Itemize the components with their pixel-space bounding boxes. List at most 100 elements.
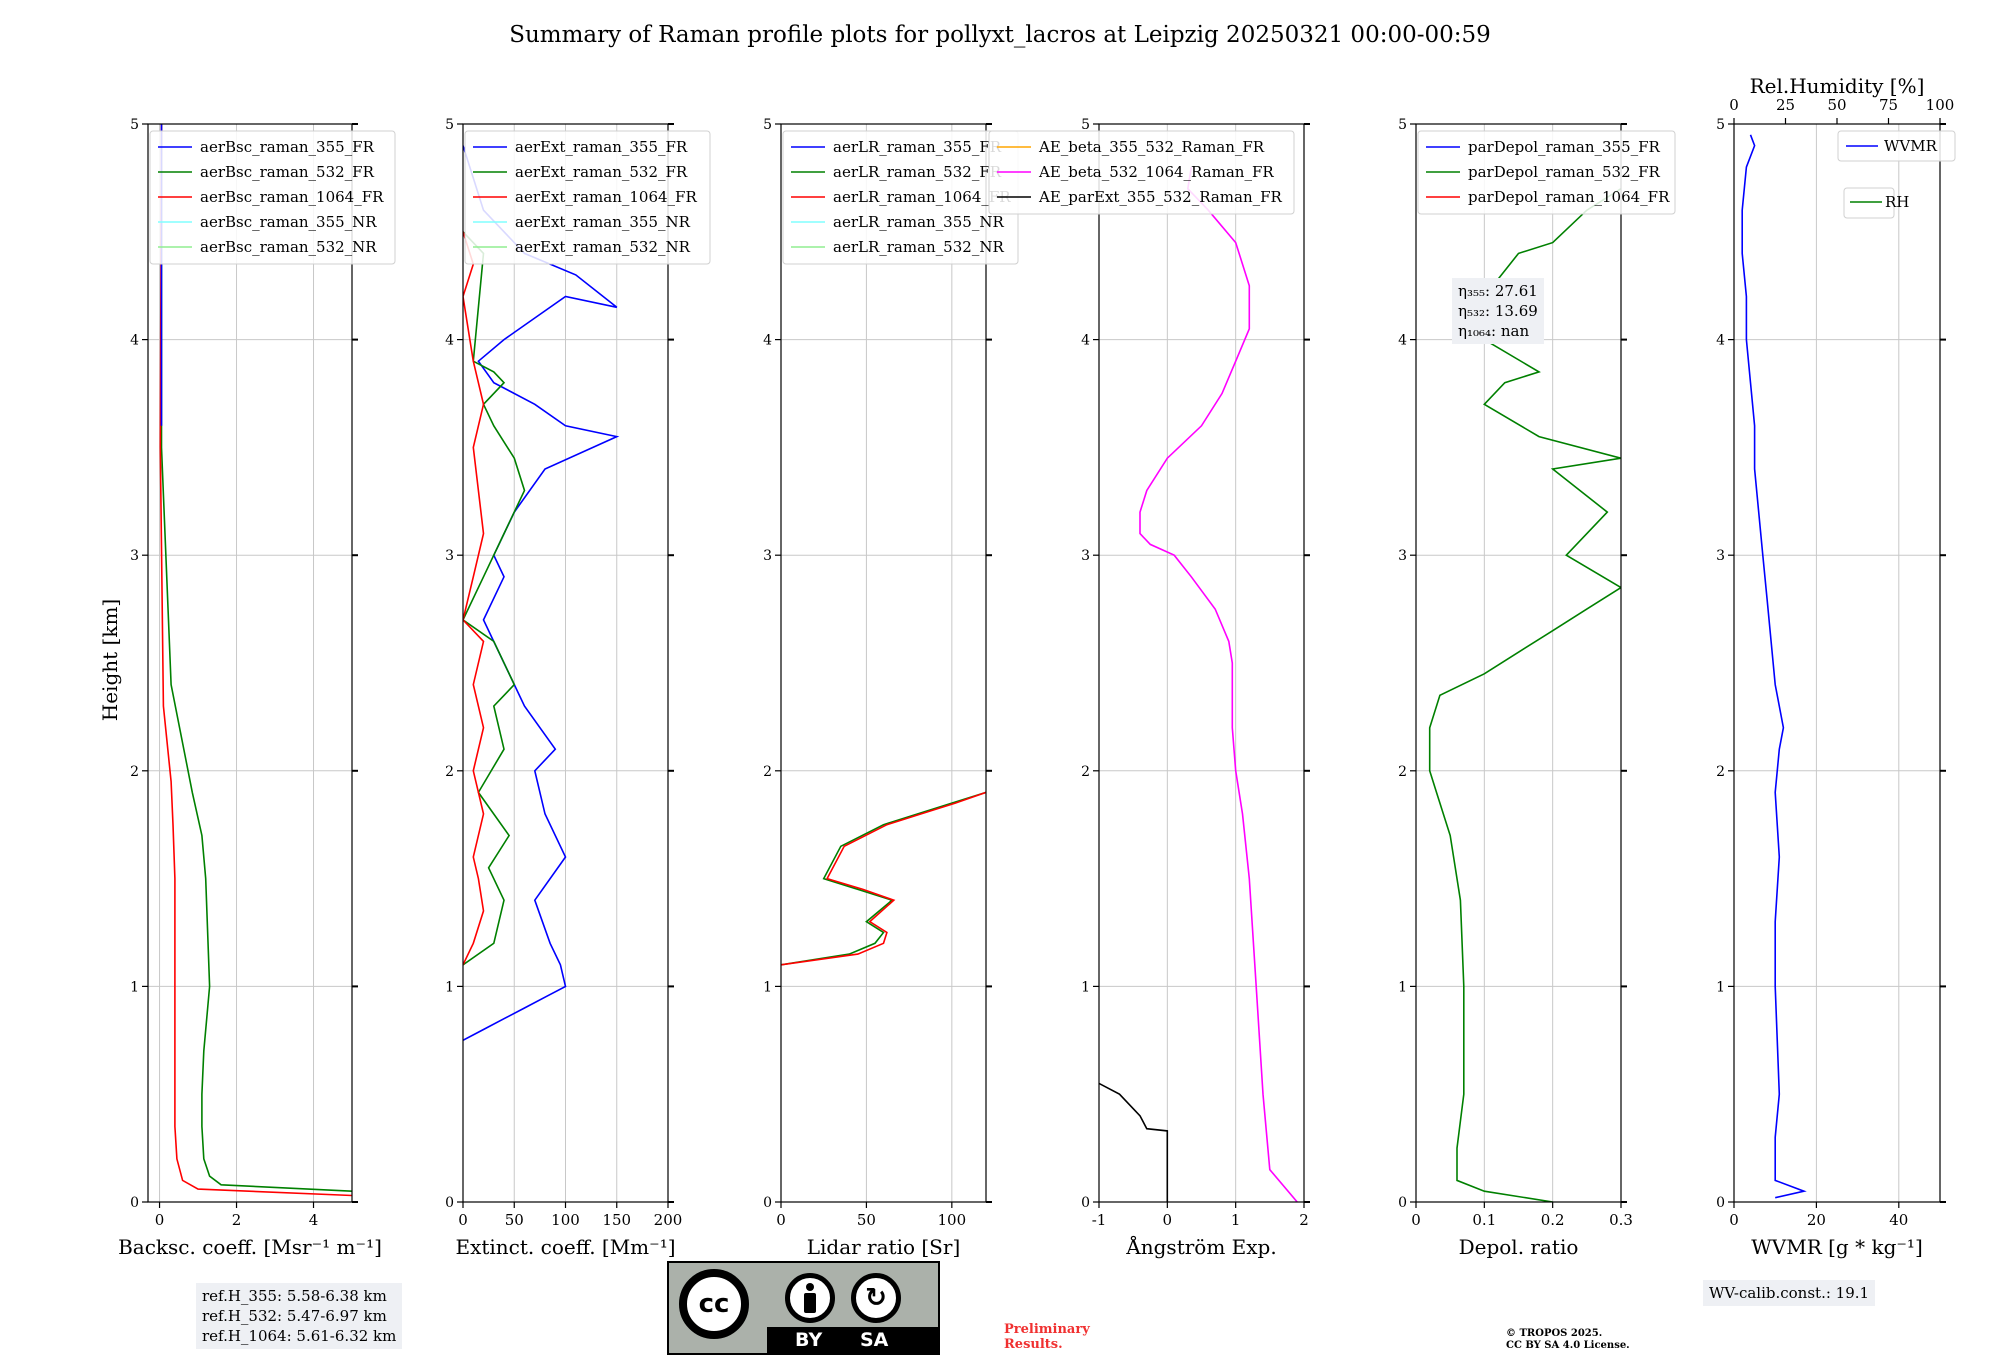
y-tick-label: 1 [1081,979,1090,995]
legend-label: AE_beta_532_1064_Raman_FR [1038,163,1274,181]
axes-frame [1415,123,1622,1203]
y-tick-label: 2 [1716,764,1725,780]
y-tick-label: 1 [763,979,772,995]
x2-axis-label: Rel.Humidity [%] [1750,74,1925,98]
series-line [1939,403,1940,406]
cc-logo-icon: cc [679,1269,749,1339]
copyright-line-1: © TROPOS 2025. [1506,1328,1603,1339]
x-tick-label: 50 [505,1211,524,1229]
y-tick-label: 3 [445,548,454,564]
x-tick-label: 4 [309,1211,319,1229]
wv-calib-box: WV-calib.const.: 19.1 [1703,1280,1876,1306]
legend-label: aerExt_raman_532_FR [515,163,688,181]
preliminary-note: Preliminary Results. [1004,1322,1090,1352]
x-tick-label: 0 [1163,1211,1173,1229]
legend-label: aerLR_raman_532_FR [833,163,1002,181]
x-tick-label: 0.2 [1541,1211,1565,1229]
legend: parDepol_raman_355_FR parDepol_raman_532_… [1417,130,1676,215]
ref-height-355: ref.H_355: 5.58-6.38 km [202,1287,387,1305]
legend: aerBsc_raman_355_FR aerBsc_raman_532_FRae… [149,130,396,265]
y-tick-label: 1 [445,979,454,995]
legend: aerLR_raman_355_FR aerLR_raman_532_FR aerL… [782,130,1019,265]
series-group [1099,166,1298,1202]
license-sa-label: SA [860,1329,889,1351]
x-axis-label: Backsc. coeff. [Msr⁻¹ m⁻¹] [118,1235,382,1259]
legend-label: aerLR_raman_1064_FR [833,188,1011,206]
figure-title: Summary of Raman profile plots for polly… [509,22,1491,48]
x-tick-label: 40 [1889,1211,1908,1229]
y-tick-label: 5 [1716,117,1725,133]
ref-height-1064: ref.H_1064: 5.61-6.32 km [202,1327,397,1345]
attribution-person-icon [785,1273,835,1323]
series-line [1099,1082,1169,1202]
y-tick-label: 3 [1081,548,1090,564]
x2-tick-label: 25 [1776,96,1795,114]
series-group [463,145,620,1042]
y-tick-label: 1 [130,979,139,995]
legend-box [1843,187,1895,219]
y-axis-label: Height [km] [98,598,122,722]
x-axis-label: Depol. ratio [1459,1235,1579,1259]
x-tick-label: 2 [1299,1211,1309,1229]
series-line [160,124,352,1192]
panel-1: 0 1 2 3 4 5 0 2 4 Backsc. coeff. [Msr⁻¹ m⁻¹] aerBs… [118,117,396,1259]
y-tick-label: 3 [1716,548,1725,564]
y-tick-label: 0 [130,1195,139,1211]
y-tick-label: 5 [445,117,454,133]
legend-label: parDepol_raman_532_FR [1468,163,1661,181]
y-tick-label: 4 [1716,333,1725,349]
copyright-note: © TROPOS 2025. CC BY SA 4.0 License. [1506,1328,1630,1352]
legend-label: aerLR_raman_355_NR [833,213,1004,231]
series-line [781,791,986,966]
eta-1064: η₁₀₆₄: nan [1458,322,1530,340]
preliminary-line-1: Preliminary [1004,1322,1090,1337]
ref-height-532: ref.H_532: 5.47-6.97 km [202,1307,387,1325]
y-tick-label: 2 [445,764,454,780]
y-tick-label: 3 [130,548,139,564]
x-tick-label: 0 [776,1211,786,1229]
series-group [1741,134,1940,1199]
copyright-line-2: CC BY SA 4.0 License. [1506,1340,1630,1351]
ref-height-box: ref.H_355: 5.58-6.38 km ref.H_532: 5.47-… [196,1283,403,1349]
legend-box [464,130,711,265]
legend-label: AE_beta_355_532_Raman_FR [1038,138,1265,156]
x-tick-label: 20 [1807,1211,1826,1229]
series-line [159,124,352,1197]
y-tick-label: 4 [1398,333,1407,349]
legend-label: aerLR_raman_355_FR [833,138,1002,156]
y-tick-label: 2 [130,764,139,780]
legend-label: parDepol_raman_1064_FR [1468,188,1670,206]
series-group [781,791,986,966]
legend-label: aerBsc_raman_355_FR [200,138,375,156]
x2-tick-label: 75 [1879,96,1898,114]
legend-label: WVMR [1884,137,1938,155]
x-axis-label: Ångström Exp. [1125,1234,1276,1259]
y-tick-label: 4 [130,333,139,349]
series-line [463,231,526,966]
series-group [159,124,352,1197]
legend-label: aerLR_raman_532_NR [833,238,1004,256]
eta-532: η₅₃₂: 13.69 [1458,302,1538,320]
y-tick-label: 5 [763,117,772,133]
share-alike-icon: ↻ [851,1273,901,1323]
x2-tick-label: 100 [1926,96,1955,114]
x-axis-label: Lidar ratio [Sr] [807,1235,961,1259]
legend-label: aerBsc_raman_532_NR [200,238,377,256]
y-tick-label: 1 [1716,979,1725,995]
axes-frame [147,123,353,1203]
x2-tick-label: 50 [1827,96,1846,114]
legend-box [1417,130,1676,215]
series-line [781,791,986,966]
x2-tick-label: 0 [1729,96,1739,114]
legend-label: aerExt_raman_532_NR [515,238,691,256]
depol-annotation-box: η₃₅₅: 27.61 η₅₃₂: 13.69 η₁₀₆₄: nan [1452,278,1544,344]
y-tick-label: 0 [1081,1195,1090,1211]
legend-label: aerBsc_raman_1064_FR [200,188,384,206]
y-tick-label: 5 [1398,117,1407,133]
legend-label: aerExt_raman_355_NR [515,213,691,231]
legend: AE_beta_355_532_Raman_FR AE_beta_532_1064… [988,130,1295,215]
y-tick-label: 2 [1081,764,1090,780]
cc-license-badge: cc ↻ BY SA [667,1261,940,1355]
